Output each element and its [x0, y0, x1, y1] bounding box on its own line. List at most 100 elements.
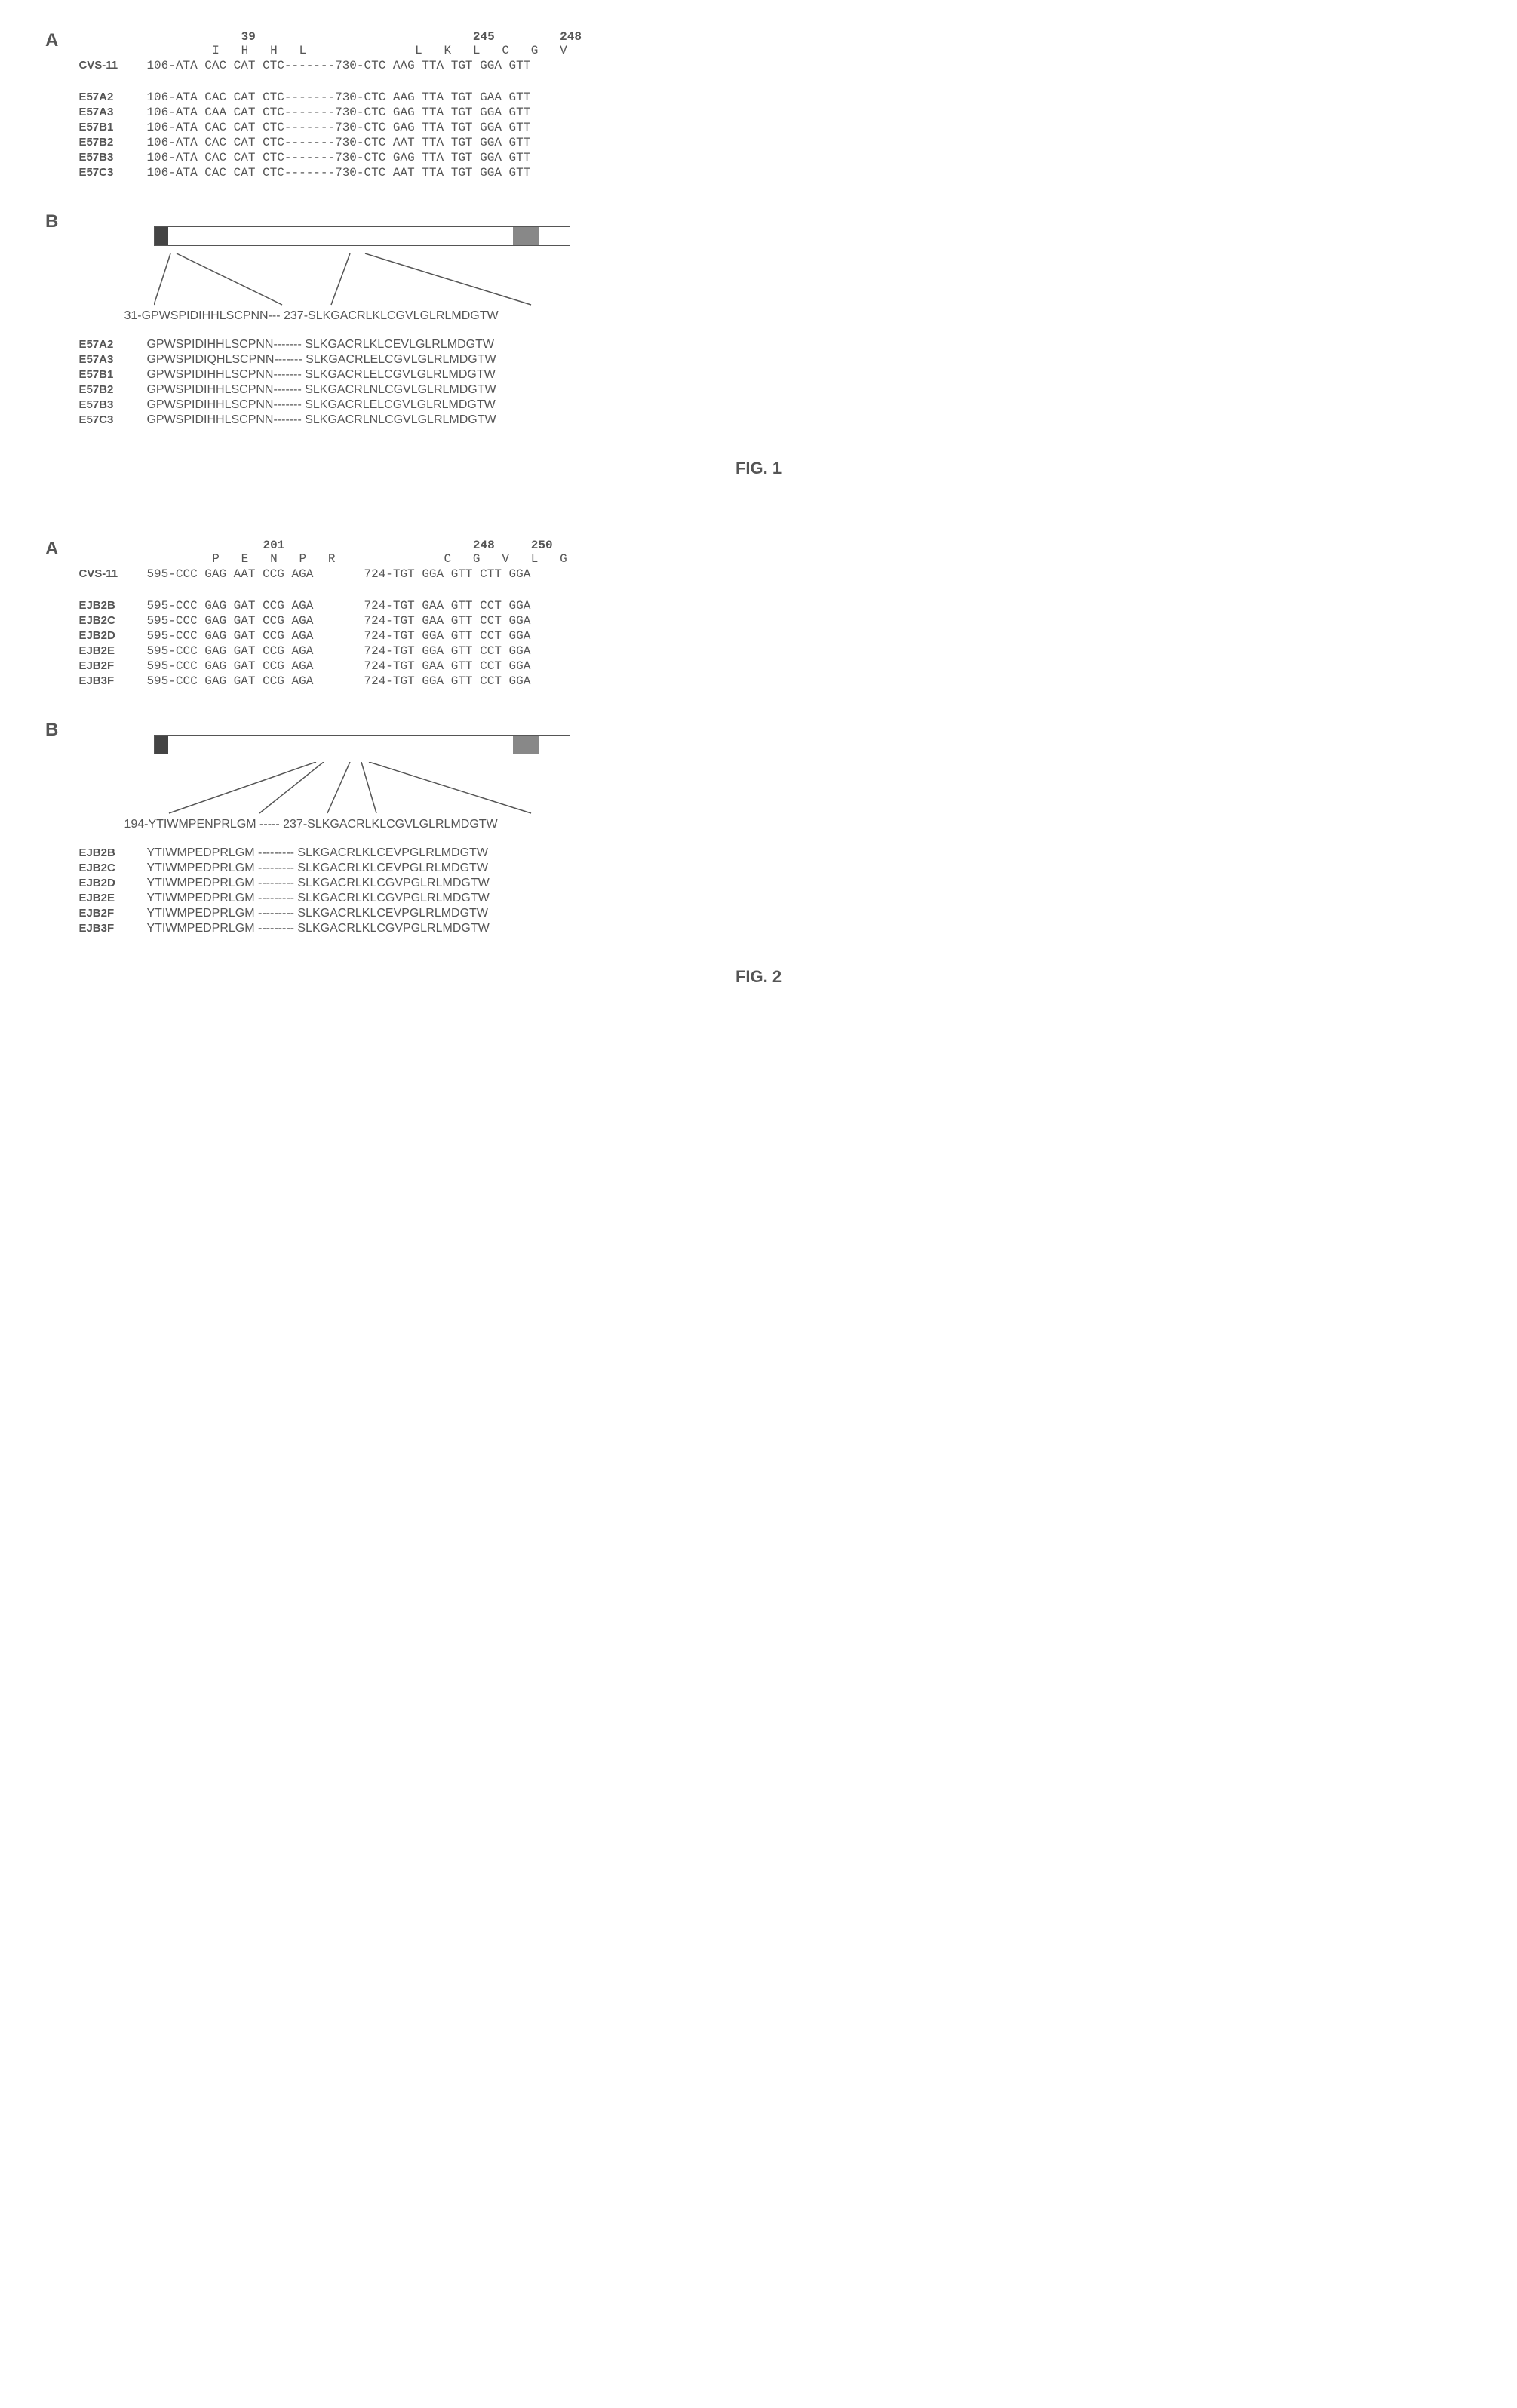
- seq-text: 106-ATA CAC CAT CTC-------730-CTC AAT TT…: [146, 136, 530, 149]
- signal-peptide-box-2: [155, 736, 168, 754]
- fig1-panel-b: B 31-GPWSPIDIHHLSCPNN--- 237-SLKGACRLKLC…: [45, 211, 1472, 428]
- seq-label: EJB2B: [78, 599, 146, 612]
- protein-label: EJB2D: [78, 877, 146, 889]
- seq-text: 106-ATA CAC CAT CTC-------730-CTC AAT TT…: [146, 166, 530, 180]
- connector-lines-1: [154, 253, 576, 306]
- protein-row: E57B1GPWSPIDIHHLSCPNN------- SLKGACRLELC…: [78, 368, 576, 382]
- seq-label: EJB2E: [78, 644, 146, 657]
- fig2-caption: FIG. 2: [45, 967, 1472, 987]
- seq-text: 595-CCC GAG GAT CCG AGA 724-TGT GGA GTT …: [146, 644, 530, 658]
- fig1b-ref: 31-GPWSPIDIHHLSCPNN--- 237-SLKGACRLKLCGV…: [124, 309, 576, 323]
- fig2a-content: 201 248 250 P E N P R C G V L G CVS-11 5…: [78, 539, 567, 690]
- fig1a-content: 39 245 248 I H H L L K L C G V CVS-11 10…: [78, 30, 582, 181]
- fig1a-aa-header: I H H L L K L C G V: [154, 44, 582, 57]
- protein-row: EJB2FYTIWMPEDPRLGM --------- SLKGACRLKLC…: [78, 907, 576, 920]
- seq-label: EJB2F: [78, 659, 146, 672]
- seq-label: EJB2C: [78, 614, 146, 627]
- seq-row: E57B2106-ATA CAC CAT CTC-------730-CTC A…: [78, 136, 582, 149]
- ref-seq: 106-ATA CAC CAT CTC-------730-CTC AAG TT…: [146, 59, 530, 72]
- protein-row: EJB2EYTIWMPEDPRLGM --------- SLKGACRLKLC…: [78, 892, 576, 905]
- seq-row: EJB3F595-CCC GAG GAT CCG AGA 724-TGT GGA…: [78, 674, 567, 688]
- ref-label: CVS-11: [78, 59, 146, 72]
- fig2b-rows: EJB2BYTIWMPEDPRLGM --------- SLKGACRLKLC…: [78, 846, 576, 935]
- transmembrane-box: [513, 227, 539, 245]
- protein-label: EJB2B: [78, 846, 146, 859]
- panel-label-1b: B: [45, 211, 75, 232]
- figure-2: A 201 248 250 P E N P R C G V L G CVS-11…: [45, 539, 1472, 987]
- seq-label: E57A3: [78, 106, 146, 118]
- seq-row: EJB2E595-CCC GAG GAT CCG AGA 724-TGT GGA…: [78, 644, 567, 658]
- protein-row: E57B2GPWSPIDIHHLSCPNN------- SLKGACRLNLC…: [78, 383, 576, 397]
- protein-row: EJB2BYTIWMPEDPRLGM --------- SLKGACRLKLC…: [78, 846, 576, 860]
- protein-label: E57A3: [78, 353, 146, 366]
- protein-row: EJB2DYTIWMPEDPRLGM --------- SLKGACRLKLC…: [78, 877, 576, 890]
- fig2a-ref-row: CVS-11 595-CCC GAG AAT CCG AGA 724-TGT G…: [78, 567, 567, 581]
- seq-row: E57B3106-ATA CAC CAT CTC-------730-CTC G…: [78, 151, 582, 164]
- protein-text: YTIWMPEDPRLGM --------- SLKGACRLKLCGVPGL…: [146, 892, 489, 905]
- protein-row: EJB2CYTIWMPEDPRLGM --------- SLKGACRLKLC…: [78, 862, 576, 875]
- protein-label: EJB2E: [78, 892, 146, 905]
- fig2a-aa-header: P E N P R C G V L G: [154, 552, 567, 566]
- protein-text: YTIWMPEDPRLGM --------- SLKGACRLKLCEVPGL…: [146, 907, 487, 920]
- fig2b-content: 194-YTIWMPENPRLGM ----- 237-SLKGACRLKLCG…: [78, 720, 576, 937]
- seq-label: E57C3: [78, 166, 146, 179]
- seq-row: EJB2F595-CCC GAG GAT CCG AGA 724-TGT GAA…: [78, 659, 567, 673]
- seq-text: 595-CCC GAG GAT CCG AGA 724-TGT GAA GTT …: [146, 599, 530, 613]
- seq-text: 595-CCC GAG GAT CCG AGA 724-TGT GGA GTT …: [146, 629, 530, 643]
- fig2a-positions: 201 248 250: [154, 539, 567, 552]
- fig1-panel-a: A 39 245 248 I H H L L K L C G V CVS-11 …: [45, 30, 1472, 181]
- protein-row: E57B3GPWSPIDIHHLSCPNN------- SLKGACRLELC…: [78, 398, 576, 412]
- protein-row: E57A2GPWSPIDIHHLSCPNN------- SLKGACRLKLC…: [78, 338, 576, 352]
- fig2-panel-a: A 201 248 250 P E N P R C G V L G CVS-11…: [45, 539, 1472, 690]
- seq-row: EJB2D595-CCC GAG GAT CCG AGA 724-TGT GGA…: [78, 629, 567, 643]
- protein-label: EJB2F: [78, 907, 146, 920]
- seq-label: E57B2: [78, 136, 146, 149]
- seq-label: E57A2: [78, 91, 146, 103]
- seq-row: E57B1106-ATA CAC CAT CTC-------730-CTC G…: [78, 121, 582, 134]
- seq-row: E57A2106-ATA CAC CAT CTC-------730-CTC A…: [78, 91, 582, 104]
- fig1a-rows: E57A2106-ATA CAC CAT CTC-------730-CTC A…: [78, 91, 582, 180]
- protein-text: GPWSPIDIHHLSCPNN------- SLKGACRLELCGVLGL…: [146, 398, 495, 412]
- seq-row: EJB2B595-CCC GAG GAT CCG AGA 724-TGT GAA…: [78, 599, 567, 613]
- fig1a-ref-row: CVS-11 106-ATA CAC CAT CTC-------730-CTC…: [78, 59, 582, 72]
- seq-row: EJB2C595-CCC GAG GAT CCG AGA 724-TGT GAA…: [78, 614, 567, 628]
- protein-row: E57C3GPWSPIDIHHLSCPNN------- SLKGACRLNLC…: [78, 413, 576, 427]
- protein-text: YTIWMPEDPRLGM --------- SLKGACRLKLCGVPGL…: [146, 877, 489, 890]
- protein-text: YTIWMPEDPRLGM --------- SLKGACRLKLCEVPGL…: [146, 846, 487, 860]
- seq-text: 595-CCC GAG GAT CCG AGA 724-TGT GAA GTT …: [146, 614, 530, 628]
- protein-row: EJB3FYTIWMPEDPRLGM --------- SLKGACRLKLC…: [78, 922, 576, 935]
- panel-label-2b: B: [45, 720, 75, 741]
- fig2-panel-b: B 194-YTIWMPENPRLGM ----- 237-SLKGACRLKL…: [45, 720, 1472, 937]
- fig1b-rows: E57A2GPWSPIDIHHLSCPNN------- SLKGACRLKLC…: [78, 338, 576, 427]
- protein-label: E57B1: [78, 368, 146, 381]
- fig1b-content: 31-GPWSPIDIHHLSCPNN--- 237-SLKGACRLKLCGV…: [78, 211, 576, 428]
- seq-label: E57B3: [78, 151, 146, 164]
- seq-text: 106-ATA CAC CAT CTC-------730-CTC AAG TT…: [146, 91, 530, 104]
- protein-bar-1: [154, 226, 576, 246]
- seq-text: 595-CCC GAG GAT CCG AGA 724-TGT GGA GTT …: [146, 674, 530, 688]
- ref-seq-2: 595-CCC GAG AAT CCG AGA 724-TGT GGA GTT …: [146, 567, 530, 581]
- seq-text: 595-CCC GAG GAT CCG AGA 724-TGT GAA GTT …: [146, 659, 530, 673]
- fig1a-positions: 39 245 248: [154, 30, 582, 44]
- seq-text: 106-ATA CAC CAT CTC-------730-CTC GAG TT…: [146, 151, 530, 164]
- panel-label-1a: A: [45, 30, 75, 51]
- seq-text: 106-ATA CAC CAT CTC-------730-CTC GAG TT…: [146, 121, 530, 134]
- protein-label: EJB3F: [78, 922, 146, 935]
- transmembrane-box-2: [513, 736, 539, 754]
- fig2b-ref: 194-YTIWMPENPRLGM ----- 237-SLKGACRLKLCG…: [124, 818, 576, 831]
- fig2a-rows: EJB2B595-CCC GAG GAT CCG AGA 724-TGT GAA…: [78, 599, 567, 688]
- protein-text: GPWSPIDIHHLSCPNN------- SLKGACRLNLCGVLGL…: [146, 413, 496, 427]
- protein-label: EJB2C: [78, 862, 146, 874]
- panel-label-2a: A: [45, 539, 75, 560]
- seq-label: E57B1: [78, 121, 146, 134]
- ref-label-2: CVS-11: [78, 567, 146, 580]
- protein-bar-2: [154, 735, 576, 754]
- protein-text: GPWSPIDIHHLSCPNN------- SLKGACRLELCGVLGL…: [146, 368, 495, 382]
- seq-label: EJB3F: [78, 674, 146, 687]
- seq-text: 106-ATA CAA CAT CTC-------730-CTC GAG TT…: [146, 106, 530, 119]
- protein-label: E57B3: [78, 398, 146, 411]
- seq-row: E57C3106-ATA CAC CAT CTC-------730-CTC A…: [78, 166, 582, 180]
- connector-lines-2: [154, 762, 576, 815]
- protein-label: E57A2: [78, 338, 146, 351]
- protein-text: GPWSPIDIQHLSCPNN------- SLKGACRLELCGVLGL…: [146, 353, 496, 367]
